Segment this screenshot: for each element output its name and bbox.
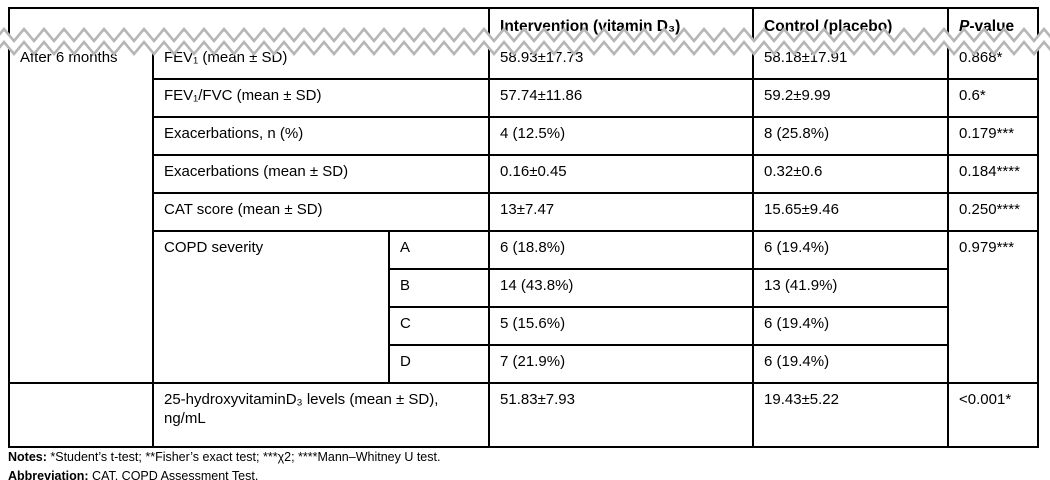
- control-value-cell: 59.2±9.99: [752, 78, 950, 118]
- row-label-cell: FEV₁ (mean ± SD): [151, 40, 491, 80]
- period-cell: After 6 months: [8, 40, 154, 384]
- intervention-value-cell: 58.93±17.73: [488, 40, 755, 80]
- control-value-cell: 6 (19.4%): [752, 306, 950, 346]
- notes-line: Notes: *Student’s t-test; **Fisher’s exa…: [8, 448, 1038, 467]
- row-label-cell: CAT score (mean ± SD): [151, 192, 491, 232]
- p-value-cell: 0.868*: [947, 40, 1040, 80]
- period-empty-cell: [8, 382, 154, 448]
- intervention-value-cell: 7 (21.9%): [488, 344, 755, 384]
- p-value-cell: 0.184****: [947, 154, 1040, 194]
- results-table: Intervention (vitamin D₃) Control (place…: [7, 7, 1040, 448]
- p-value-header-rest: -value: [969, 18, 1015, 35]
- intervention-value-cell: 57.74±11.86: [488, 78, 755, 118]
- column-header-p-value: P-value: [947, 7, 1040, 42]
- abbreviation-text: CAT, COPD Assessment Test.: [88, 469, 259, 480]
- intervention-value-cell: 13±7.47: [488, 192, 755, 232]
- table-row-cat-score: CAT score (mean ± SD) 13±7.47 15.65±9.46…: [9, 192, 1040, 232]
- severity-grade-cell: A: [387, 230, 491, 270]
- control-value-cell: 6 (19.4%): [752, 230, 950, 270]
- intervention-value-cell: 14 (43.8%): [488, 268, 755, 308]
- p-value-cell: 0.250****: [947, 192, 1040, 232]
- abbreviation-line: Abbreviation: CAT, COPD Assessment Test.: [8, 467, 1038, 480]
- intervention-value-cell: 6 (18.8%): [488, 230, 755, 270]
- table-row-severity-c: C 5 (15.6%) 6 (19.4%): [9, 306, 1038, 346]
- control-value-cell: 6 (19.4%): [752, 344, 950, 384]
- results-table-container: Intervention (vitamin D₃) Control (place…: [7, 7, 1040, 448]
- table-row-fev1: After 6 months FEV₁ (mean ± SD) 58.93±17…: [8, 40, 1040, 384]
- control-value-cell: 19.43±5.22: [752, 382, 950, 448]
- p-value-cell: 0.979***: [947, 230, 1040, 384]
- p-value-cell: 0.6*: [947, 78, 1040, 118]
- severity-grade-cell: C: [387, 306, 491, 346]
- control-value-cell: 15.65±9.46: [752, 192, 950, 232]
- table-row-vitamin-d: 25-hydroxyvitaminD₃ levels (mean ± SD), …: [8, 382, 1040, 448]
- empty-header-cell: [7, 7, 491, 42]
- table-row-severity-b: B 14 (43.8%) 13 (41.9%): [9, 268, 1038, 308]
- intervention-value-cell: 51.83±7.93: [488, 382, 755, 448]
- header-row: Intervention (vitamin D₃) Control (place…: [7, 7, 1040, 42]
- control-value-cell: 0.32±0.6: [752, 154, 950, 194]
- column-header-intervention: Intervention (vitamin D₃): [488, 7, 755, 42]
- table-row-severity-a: COPD severity A 6 (18.8%) 6 (19.4%) 0.97…: [9, 230, 1040, 384]
- intervention-value-cell: 5 (15.6%): [488, 306, 755, 346]
- p-value-cell: <0.001*: [947, 382, 1040, 448]
- row-label-cell: Exacerbations (mean ± SD): [151, 154, 491, 194]
- table-row-severity-d: D 7 (21.9%) 6 (19.4%): [9, 344, 1038, 384]
- p-value-cell: 0.179***: [947, 116, 1040, 156]
- control-value-cell: 13 (41.9%): [752, 268, 950, 308]
- control-value-cell: 8 (25.8%): [752, 116, 950, 156]
- notes-text: *Student’s t-test; **Fisher’s exact test…: [46, 450, 441, 464]
- severity-grade-cell: B: [387, 268, 491, 308]
- row-label-cell: Exacerbations, n (%): [151, 116, 491, 156]
- table-footnotes: Notes: *Student’s t-test; **Fisher’s exa…: [8, 448, 1038, 480]
- control-value-cell: 58.18±17.91: [752, 40, 950, 80]
- table-row-exacerbations-mean: Exacerbations (mean ± SD) 0.16±0.45 0.32…: [9, 154, 1040, 194]
- row-label-cell: 25-hydroxyvitaminD₃ levels (mean ± SD), …: [151, 382, 491, 448]
- notes-label: Notes:: [8, 450, 47, 464]
- abbreviation-label: Abbreviation:: [8, 469, 89, 480]
- intervention-value-cell: 0.16±0.45: [488, 154, 755, 194]
- severity-grade-cell: D: [387, 344, 491, 384]
- intervention-value-cell: 4 (12.5%): [488, 116, 755, 156]
- table-row-fev1-fvc: FEV₁/FVC (mean ± SD) 57.74±11.86 59.2±9.…: [9, 78, 1040, 118]
- p-value-header-italic: P: [959, 18, 970, 35]
- column-header-control: Control (placebo): [752, 7, 950, 42]
- table-row-exacerbations-n: Exacerbations, n (%) 4 (12.5%) 8 (25.8%)…: [9, 116, 1040, 156]
- copd-severity-label-cell: COPD severity: [152, 230, 390, 384]
- row-label-cell: FEV₁/FVC (mean ± SD): [151, 78, 491, 118]
